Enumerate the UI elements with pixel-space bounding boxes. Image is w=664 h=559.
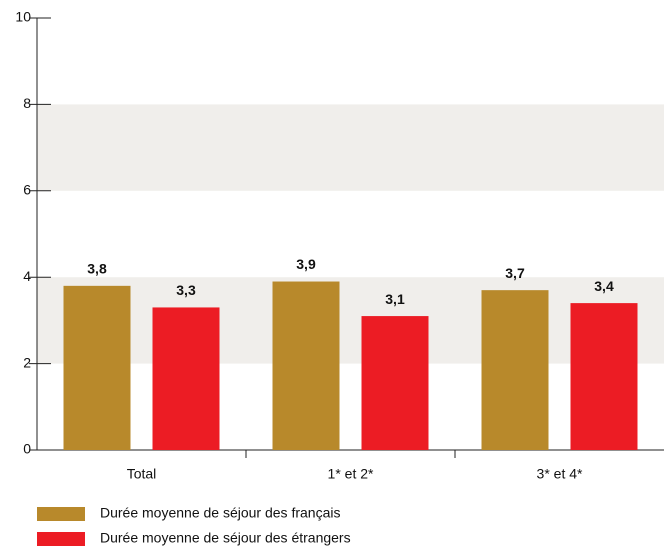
value-label: 3,7 xyxy=(505,265,525,281)
bar xyxy=(63,285,131,450)
bar xyxy=(361,316,429,450)
value-label: 3,1 xyxy=(385,291,405,307)
y-tick-label: 2 xyxy=(23,354,31,370)
y-tick-label: 6 xyxy=(23,182,31,198)
y-tick-label: 8 xyxy=(23,95,31,111)
legend-swatch xyxy=(37,532,85,546)
bar xyxy=(481,290,549,450)
background-band xyxy=(37,277,664,364)
y-tick-label: 4 xyxy=(23,268,31,284)
legend-label: Durée moyenne de séjour des étrangers xyxy=(100,530,351,546)
legend-label: Durée moyenne de séjour des français xyxy=(100,505,340,521)
y-tick-label: 10 xyxy=(15,9,31,25)
x-tick-label: 1* et 2* xyxy=(328,466,374,482)
x-tick-label: Total xyxy=(127,466,157,482)
bar xyxy=(152,307,220,450)
value-label: 3,9 xyxy=(296,256,316,272)
value-label: 3,8 xyxy=(87,261,107,277)
bar xyxy=(272,281,340,450)
x-tick-label: 3* et 4* xyxy=(537,466,583,482)
background-band xyxy=(37,104,664,191)
bar xyxy=(570,303,638,450)
value-label: 3,4 xyxy=(594,278,614,294)
legend-swatch xyxy=(37,507,85,521)
y-tick-label: 0 xyxy=(23,441,31,457)
value-label: 3,3 xyxy=(176,282,196,298)
